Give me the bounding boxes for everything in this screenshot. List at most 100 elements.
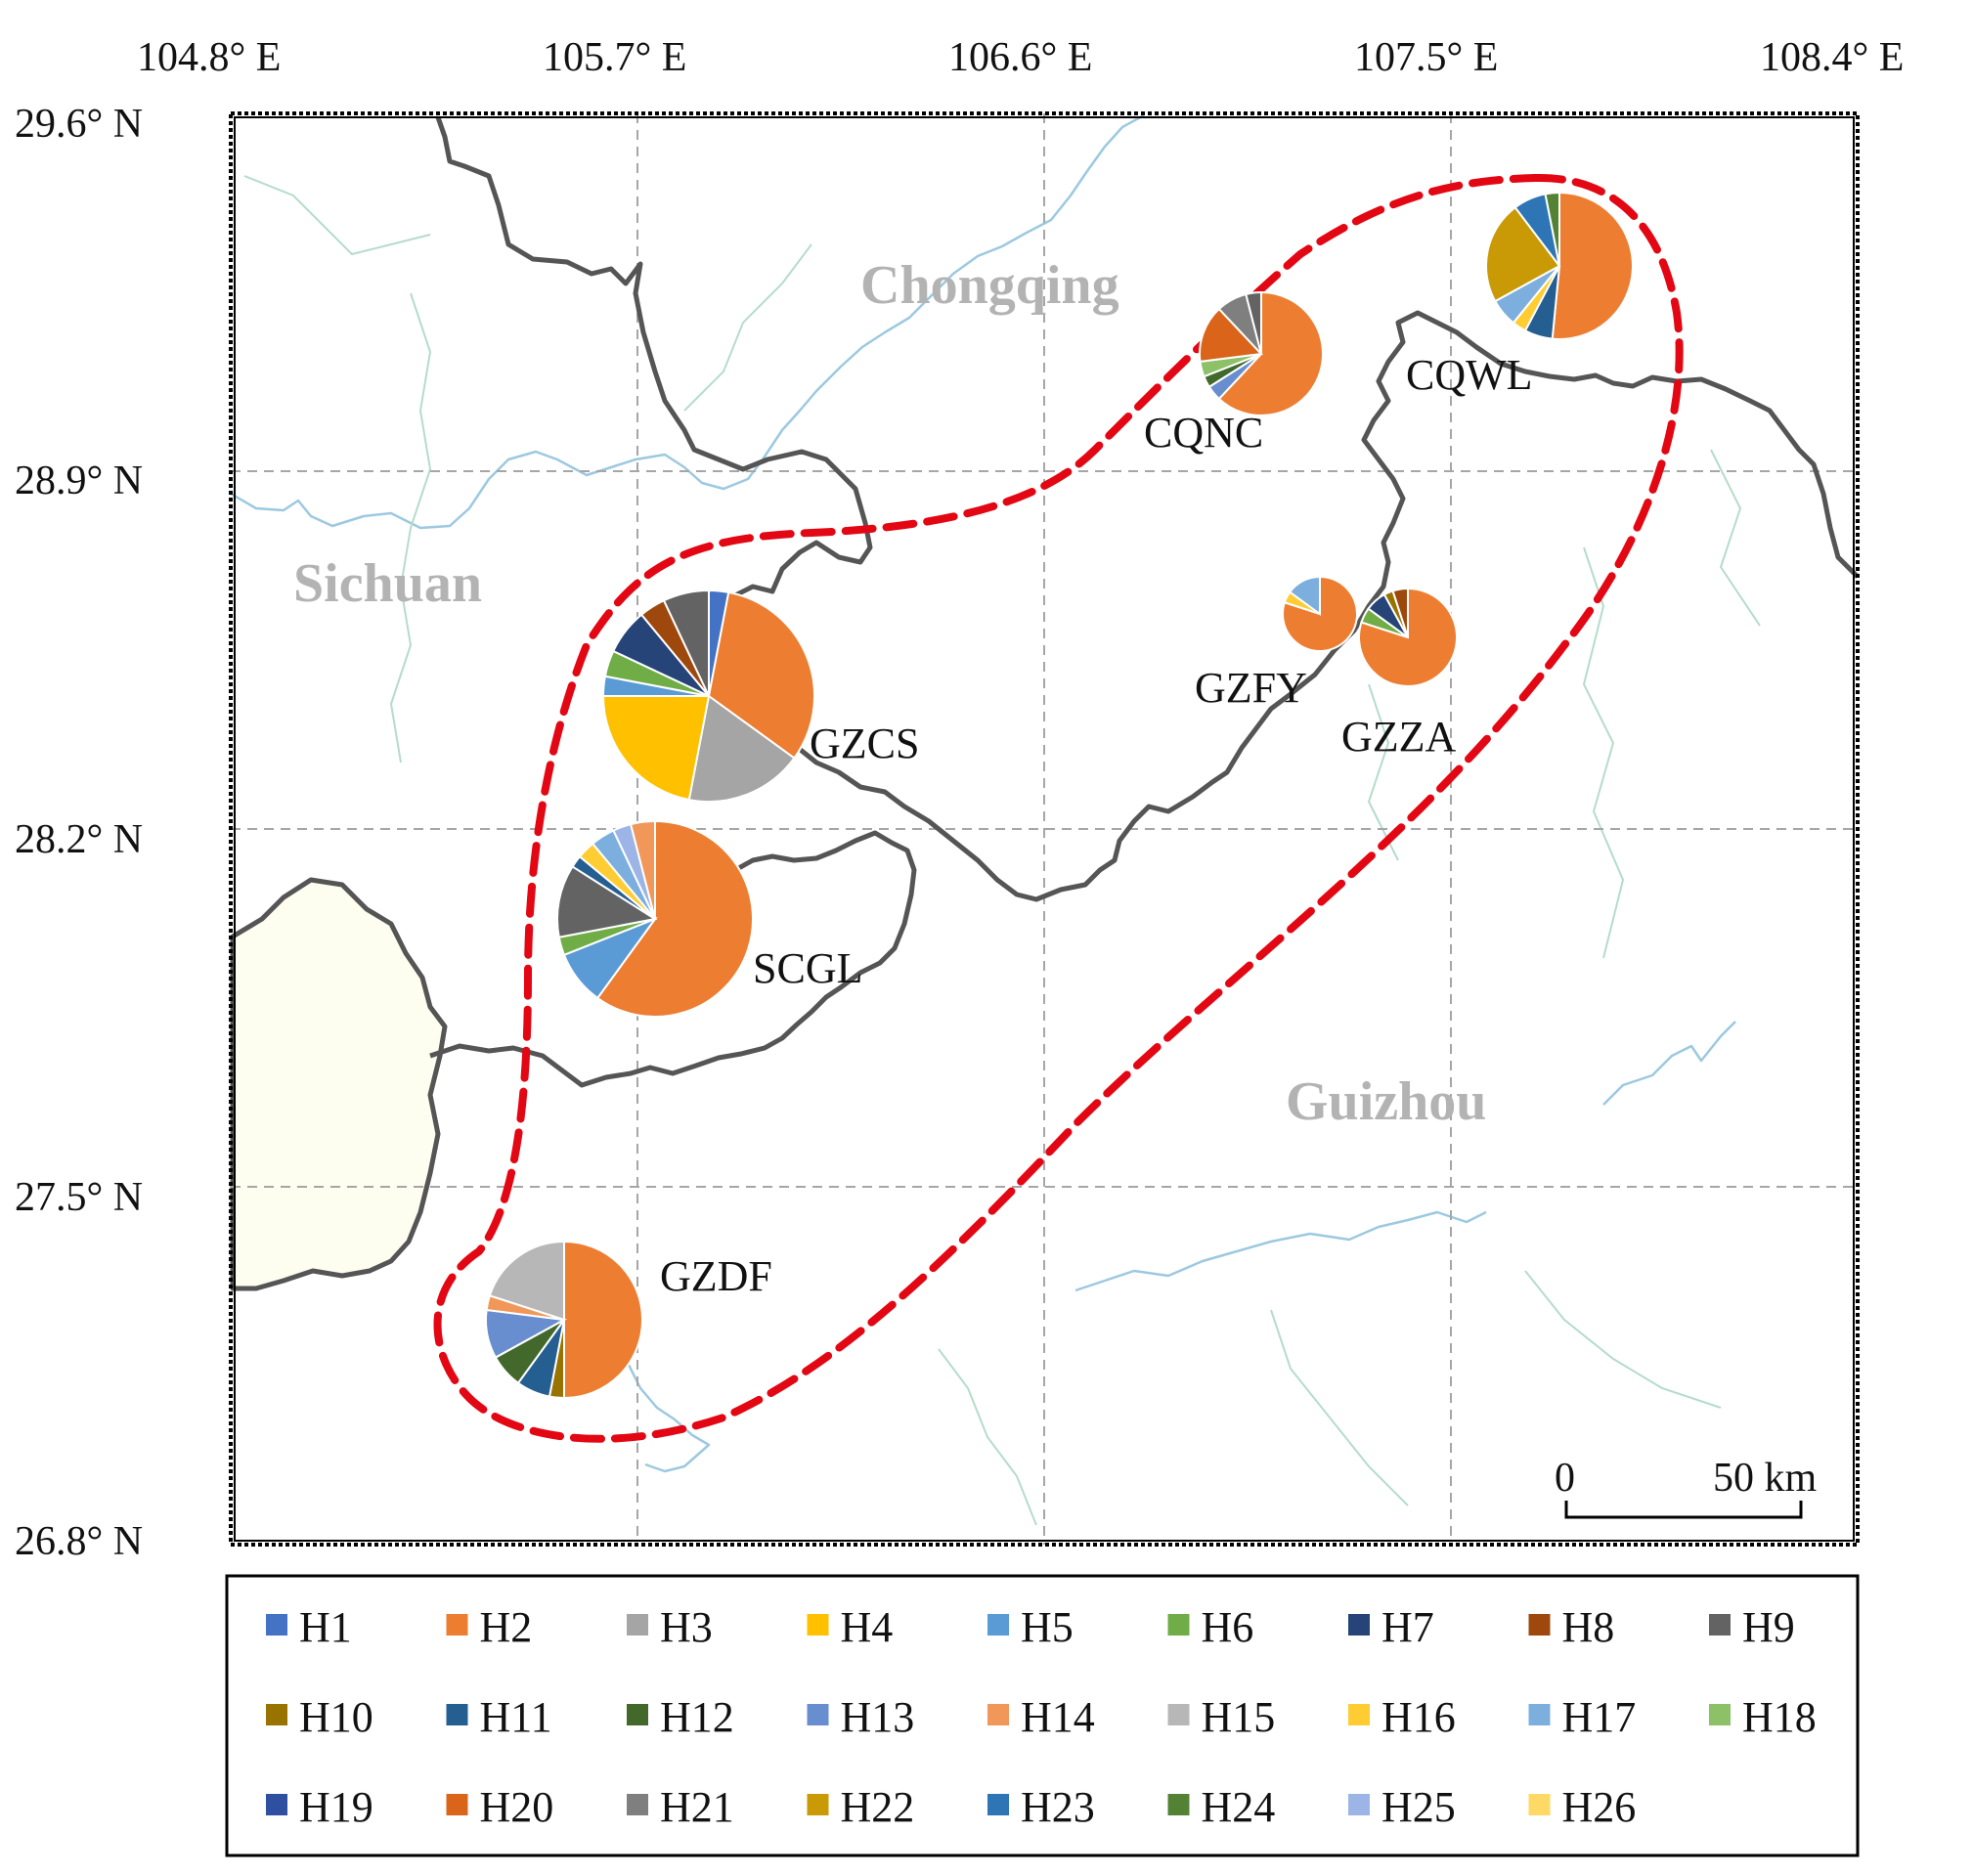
legend-label-h13: H13 (841, 1693, 915, 1741)
scale-bar-zero: 0 (1555, 1456, 1575, 1501)
legend-swatch-h1 (266, 1614, 287, 1636)
pie-site-cqnc (1199, 290, 1324, 416)
legend-label-h15: H15 (1202, 1693, 1276, 1741)
pie-slice-h2 (1551, 191, 1634, 340)
lon-tick-label: 108.4° E (1760, 35, 1904, 80)
tributary (1710, 449, 1761, 627)
pie-slice-h2 (563, 1240, 643, 1400)
tributary (1270, 1309, 1409, 1506)
legend-swatch-h18 (1709, 1704, 1731, 1725)
legend-swatch-h15 (1167, 1704, 1190, 1725)
legend-label-h9: H9 (1742, 1603, 1795, 1651)
pie-slice-h14 (629, 819, 656, 920)
pie-slice-h8 (1391, 587, 1409, 638)
legend-swatch-h21 (627, 1794, 648, 1815)
pie-slice-h15 (488, 1240, 565, 1322)
legend-swatch-h2 (446, 1614, 468, 1636)
tributary (389, 292, 432, 763)
legend-label-h3: H3 (660, 1603, 713, 1651)
legend-label-h19: H19 (299, 1783, 373, 1831)
legend-swatch-h24 (1167, 1794, 1190, 1815)
graticule (231, 113, 1858, 1545)
site-label-gzcs: GZCS (810, 720, 919, 767)
lon-tick-label: 104.8° E (137, 35, 281, 80)
legend-label-h16: H16 (1381, 1693, 1456, 1741)
map-frame-inner (234, 116, 1855, 1542)
tributary (683, 243, 812, 412)
legend-swatch-h4 (807, 1614, 829, 1636)
lat-tick-label: 28.2° N (15, 817, 143, 862)
legend-swatch-h6 (1167, 1614, 1190, 1636)
legend-label-h24: H24 (1202, 1783, 1276, 1831)
lat-tick-label: 26.8° N (15, 1519, 143, 1564)
pie-slice-h2 (595, 819, 754, 1018)
tributaries (243, 175, 1761, 1526)
legend-swatch-h9 (1709, 1614, 1731, 1636)
legend-label-h6: H6 (1202, 1603, 1254, 1651)
site-label-gzdf: GZDF (660, 1252, 772, 1300)
pie-slice-h24 (1544, 191, 1560, 267)
pie-site-scgl (556, 819, 754, 1018)
legend-box (225, 1574, 1860, 1857)
legend-label-h12: H12 (660, 1693, 734, 1741)
tributary (1582, 546, 1625, 959)
legend-label-h20: H20 (480, 1783, 554, 1831)
guizhou-river-east (1602, 1021, 1736, 1106)
legend-label-h8: H8 (1562, 1603, 1615, 1651)
pie-site-cqwl (1485, 191, 1634, 340)
province-label-sichuan: Sichuan (293, 553, 482, 614)
pie-slice-h2 (1217, 290, 1324, 416)
scale-bar: 0 50 km (1555, 1456, 1818, 1519)
province-label-guizhou: Guizhou (1286, 1071, 1486, 1132)
site-label-cqwl: CQWL (1406, 351, 1533, 399)
lat-tick-label: 29.6° N (15, 102, 143, 147)
map-frame (229, 111, 1860, 1547)
tributary (1524, 1270, 1722, 1409)
rivers (230, 113, 1736, 1473)
legend-label-h14: H14 (1021, 1693, 1095, 1741)
tributary (243, 175, 431, 256)
legend-swatch-h3 (627, 1614, 648, 1636)
legend-swatch-h11 (446, 1704, 468, 1725)
legend-label-h11: H11 (480, 1693, 552, 1741)
site-label-gzza: GZZA (1341, 713, 1457, 761)
legend-label-h4: H4 (841, 1603, 894, 1651)
legend-swatch-h12 (627, 1704, 648, 1725)
province-borders (429, 116, 1860, 1088)
site-label-cqnc: CQNC (1144, 409, 1263, 457)
scale-bar-end: 50 km (1713, 1456, 1818, 1501)
chishui-river (624, 1358, 711, 1473)
legend: H1 H2 H3 H4 H5 H6 H7 H8 H9 H10 H11 H12 H13 H14 H15 H16 H… (266, 1603, 1817, 1831)
legend-label-h1: H1 (299, 1603, 352, 1651)
tributary (1367, 683, 1399, 861)
legend-label-h26: H26 (1562, 1783, 1637, 1831)
pie-site-gzfy (1282, 575, 1358, 652)
pie-slice-h20 (1199, 307, 1264, 364)
pie-slice-h9 (556, 865, 658, 938)
legend-swatch-h26 (1528, 1794, 1551, 1815)
legend-label-h5: H5 (1021, 1603, 1074, 1651)
pie-site-gzza (1358, 587, 1458, 687)
legend-label-h21: H21 (660, 1783, 734, 1831)
pie-slice-h3 (687, 694, 796, 803)
tributary (938, 1348, 1037, 1526)
legend-swatch-h19 (266, 1794, 287, 1815)
wujiang-river (1074, 1210, 1487, 1292)
legend-swatch-h20 (446, 1794, 468, 1815)
legend-label-h7: H7 (1381, 1603, 1434, 1651)
pie-slice-h9 (1245, 290, 1262, 355)
pie-slice-h17 (1288, 575, 1321, 616)
legend-swatch-h14 (987, 1704, 1009, 1725)
border-sichuan-guizhou-south (429, 830, 917, 1088)
scale-bar-line (1564, 1501, 1803, 1519)
lon-tick-label: 106.6° E (948, 35, 1092, 80)
border-sichuan-chongqing-guizhou (435, 116, 1860, 902)
legend-swatch-h16 (1348, 1704, 1370, 1725)
province-label-chongqing: Chongqing (860, 255, 1119, 316)
legend-label-h2: H2 (480, 1603, 533, 1651)
lon-tick-label: 107.5° E (1354, 35, 1498, 80)
legend-swatch-h5 (987, 1614, 1009, 1636)
lat-tick-label: 27.5° N (15, 1175, 143, 1220)
legend-label-h23: H23 (1021, 1783, 1095, 1831)
